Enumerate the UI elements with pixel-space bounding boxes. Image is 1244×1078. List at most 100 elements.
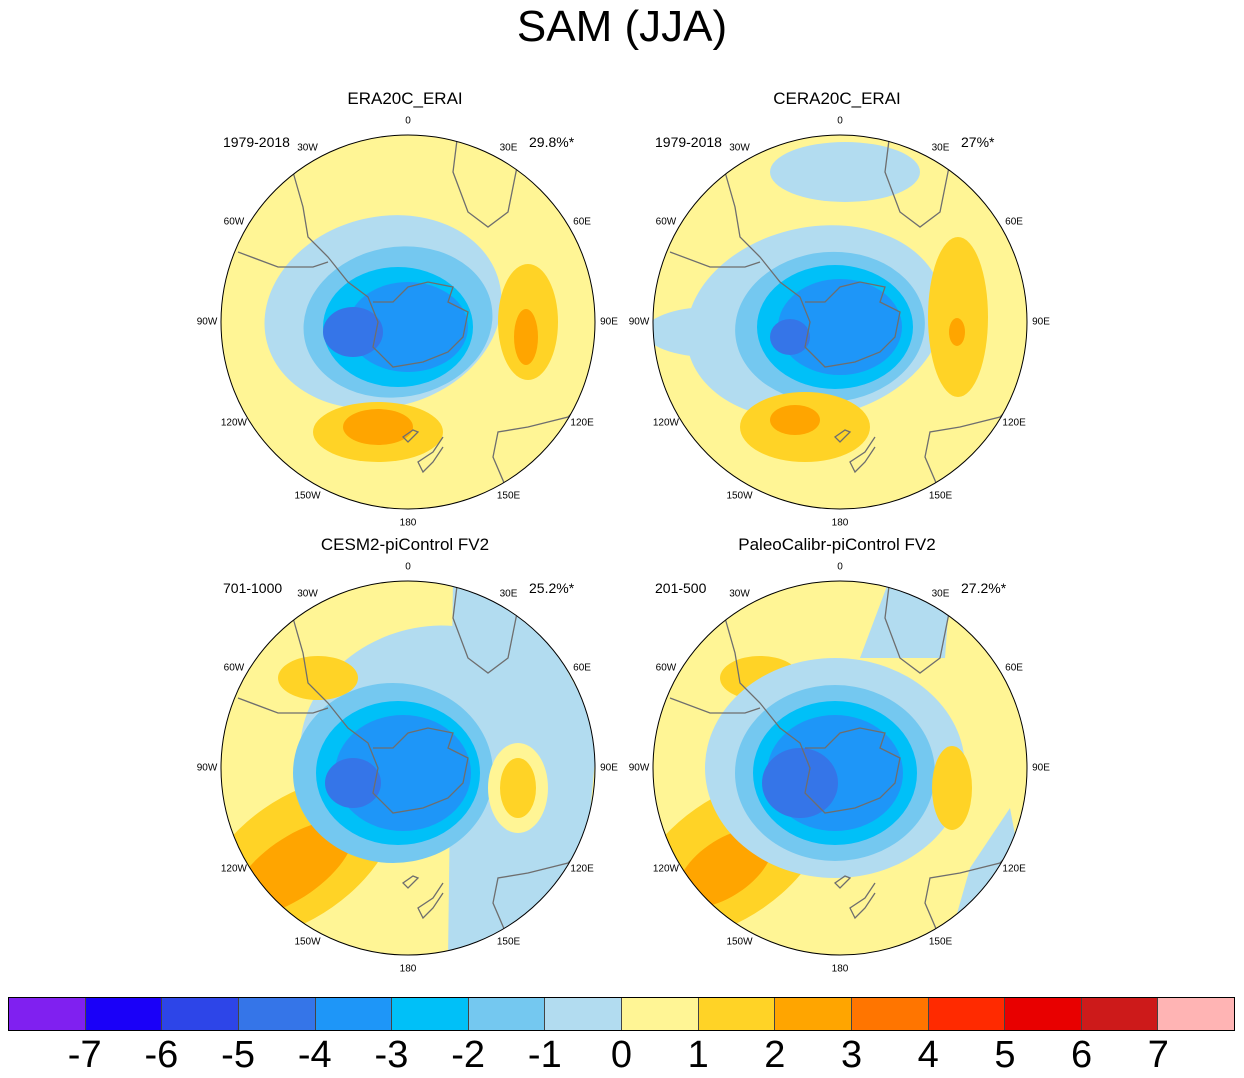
colorbar-swatch: [698, 998, 776, 1030]
longitude-label: 60W: [223, 662, 245, 673]
longitude-label: 180: [831, 963, 849, 975]
longitude-label: 0: [405, 115, 411, 127]
longitude-label: 90E: [600, 762, 618, 774]
colorbar-swatch: [928, 998, 1006, 1030]
longitude-label: 150W: [726, 490, 753, 502]
longitude-label: 30W: [297, 142, 318, 154]
contour-region: [770, 142, 920, 202]
colorbar-swatch: [545, 998, 622, 1030]
colorbar-swatch: [9, 998, 86, 1030]
longitude-label: 150E: [928, 936, 953, 948]
figure-title: SAM (JJA): [516, 2, 728, 51]
longitude-label: 90W: [628, 762, 650, 774]
longitude-label: 90E: [1032, 762, 1050, 774]
colorbar-tick-label: -5: [221, 1034, 255, 1076]
longitude-label: 180: [831, 517, 849, 529]
colorbar-tick-label: 4: [917, 1034, 939, 1076]
longitude-label: 60W: [655, 662, 677, 673]
longitude-label: 180: [399, 963, 417, 975]
colorbar-swatch: [85, 998, 163, 1030]
longitude-label: 120W: [652, 417, 679, 428]
longitude-label: 120E: [1002, 417, 1026, 428]
map-border: [220, 580, 596, 956]
longitude-label: 30E: [931, 588, 950, 600]
colorbar-tick-label: -6: [144, 1034, 179, 1076]
longitude-label: 30W: [729, 588, 750, 600]
longitude-label: 150E: [496, 936, 521, 948]
coastline: [724, 171, 901, 368]
panel-variance: 25.2%*: [529, 580, 575, 596]
colorbar-tick-label: -2: [451, 1034, 486, 1076]
coastline: [401, 875, 420, 889]
longitude-label: 90E: [1032, 316, 1050, 328]
colorbar-tick-label: 7: [1147, 1034, 1169, 1076]
colorbar-tick-label: 5: [994, 1034, 1016, 1076]
panel-variance: 27%*: [961, 134, 995, 150]
longitude-label: 150W: [294, 936, 321, 948]
contour-region: [343, 409, 413, 445]
longitude-label: 30W: [729, 142, 750, 154]
map-panel-era20c: ERA20C_ERAI 1979-2018 29.8%* 0 30E 60E 90E 120E…: [197, 89, 635, 537]
panel-title: CESM2-piControl FV2: [320, 535, 490, 554]
polar-map: [220, 580, 596, 956]
colorbar-swatch: [1158, 998, 1234, 1030]
colorbar-swatch: [622, 998, 699, 1030]
map-border: [652, 134, 1028, 510]
map-border: [652, 580, 1028, 956]
colorbar-tick-label: -7: [67, 1034, 102, 1076]
longitude-label: 120E: [570, 417, 594, 428]
coastline: [849, 882, 876, 920]
colorbar-tick-label: -3: [374, 1034, 409, 1076]
longitude-label: 60W: [223, 216, 245, 227]
map-border: [220, 134, 596, 510]
colorbar-tick-label: -1: [527, 1034, 562, 1076]
panel-period: 201-500: [655, 580, 707, 596]
longitude-label: 120E: [1002, 863, 1026, 874]
colorbar-swatch: [315, 998, 393, 1030]
longitude-label: 30E: [931, 142, 950, 154]
longitude-label: 60E: [1005, 216, 1023, 227]
colorbar-swatch: [775, 998, 852, 1030]
longitude-label: 60E: [1005, 662, 1023, 673]
longitude-label: 150W: [294, 490, 321, 502]
longitude-label: 30W: [297, 588, 318, 600]
longitude-label: 150W: [726, 936, 753, 948]
coastline: [417, 882, 444, 920]
panel-period: 701-1000: [223, 580, 283, 596]
polar-map: [652, 580, 1028, 956]
longitude-label: 0: [405, 561, 411, 573]
coastline: [849, 436, 876, 474]
map-panel-cesm2: CESM2-piControl FV2 701-1000 25.2%* 0 30E 60E…: [197, 535, 635, 983]
contour-region: [278, 656, 358, 700]
colorbar-swatch: [162, 998, 239, 1030]
longitude-label: 120W: [220, 863, 247, 874]
colorbar: [8, 997, 1235, 1031]
longitude-label: 60W: [655, 216, 677, 227]
coastline: [833, 429, 852, 443]
longitude-label: 120E: [570, 863, 594, 874]
polar-map: [652, 134, 1028, 510]
coastline: [669, 251, 761, 268]
contour-region: [770, 319, 810, 355]
contour-region: [770, 405, 820, 435]
panel-variance: 27.2%*: [961, 580, 1007, 596]
contour-region: [325, 758, 381, 808]
coastline: [237, 251, 329, 268]
longitude-label: 90E: [600, 316, 618, 328]
contour-region: [500, 758, 536, 818]
longitude-label: 150E: [928, 490, 953, 502]
colorbar-swatch: [1081, 998, 1159, 1030]
panel-variance: 29.8%*: [529, 134, 575, 150]
longitude-label: 60E: [573, 662, 591, 673]
colorbar-tick-label: -4: [297, 1034, 332, 1076]
panel-title: CERA20C_ERAI: [773, 89, 901, 108]
longitude-label: 90W: [196, 316, 218, 328]
coastline: [669, 697, 761, 714]
longitude-label: 0: [837, 115, 843, 127]
longitude-label: 30E: [499, 588, 518, 600]
coastline: [401, 429, 420, 443]
longitude-label: 180: [399, 517, 417, 529]
longitude-label: 0: [837, 561, 843, 573]
panel-period: 1979-2018: [223, 134, 290, 150]
map-panel-paleo: PaleoCalibr-piControl FV2 201-500 27.2%* 0 3…: [629, 535, 1067, 983]
